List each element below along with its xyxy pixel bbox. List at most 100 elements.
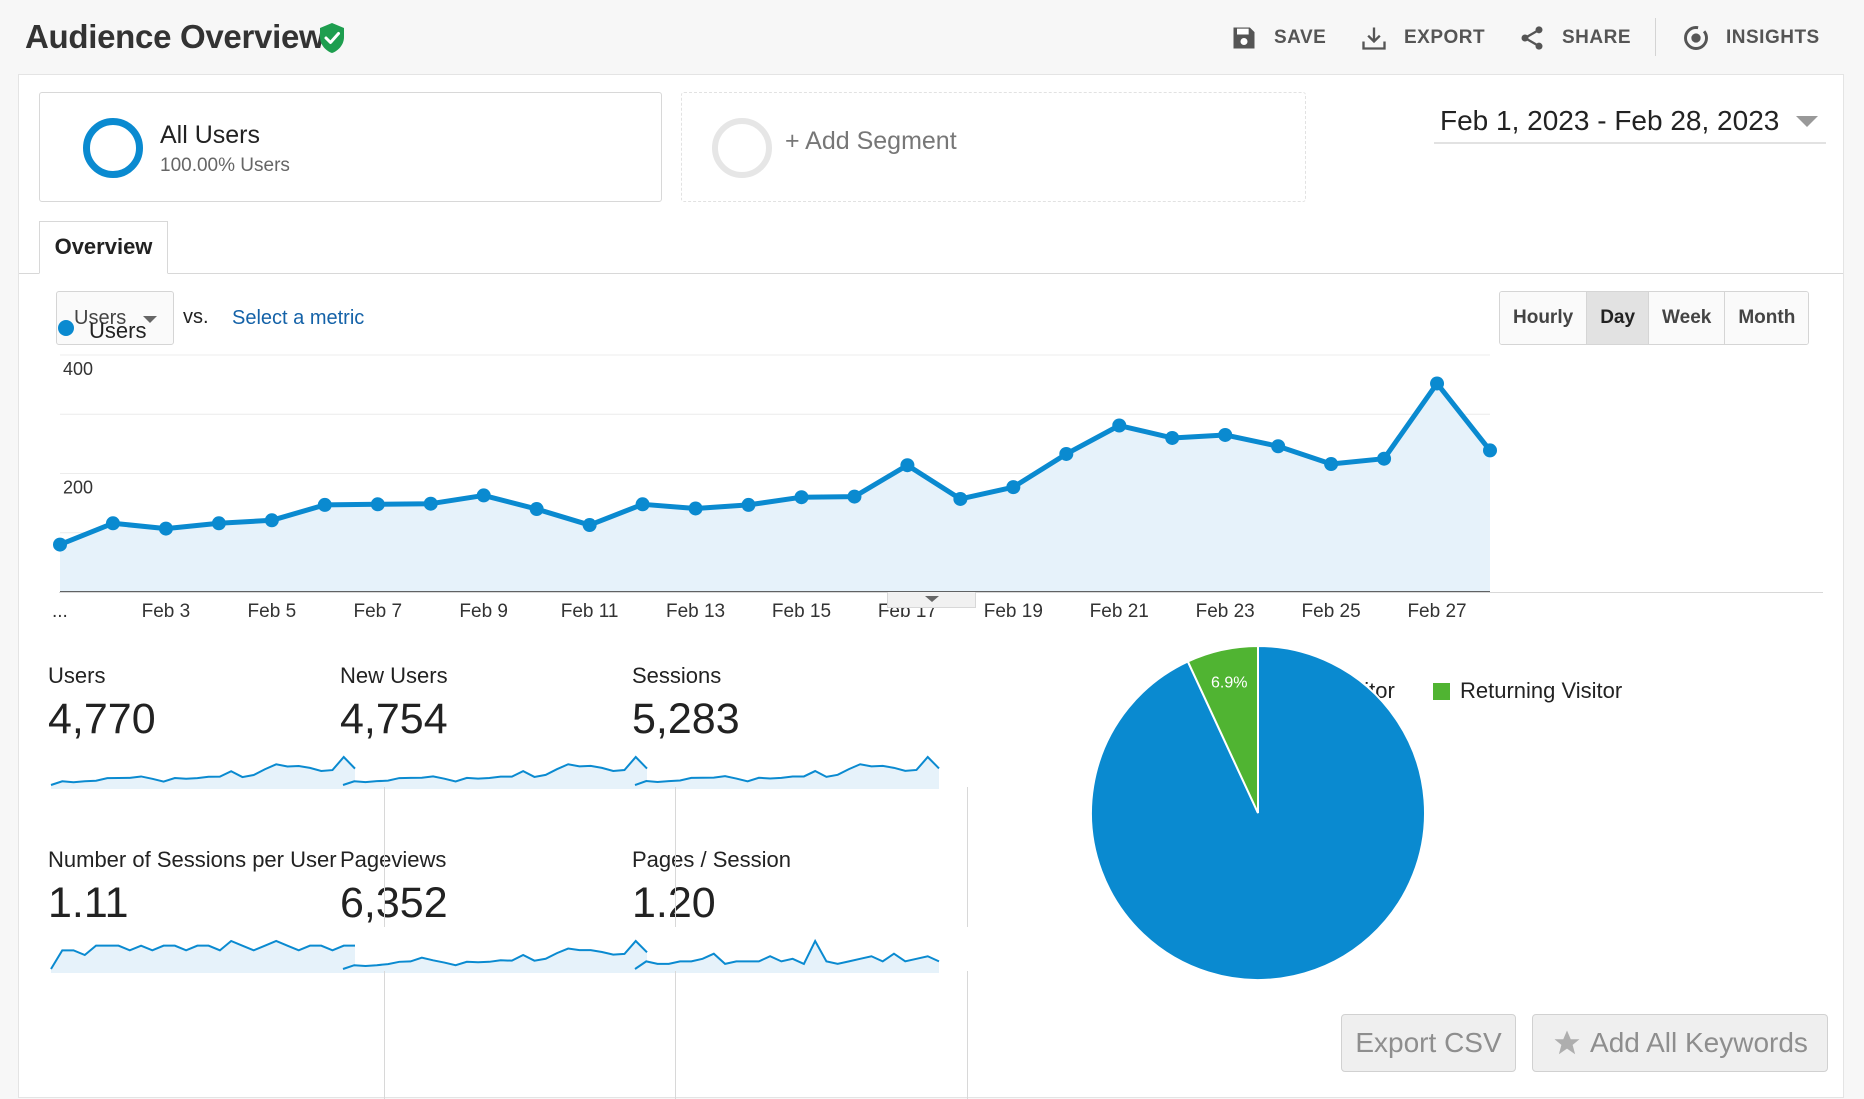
data-point[interactable] bbox=[635, 497, 650, 512]
metric-tile-pages-per-session[interactable]: Pages / Session 1.20 bbox=[632, 847, 962, 987]
share-button[interactable]: SHARE bbox=[1518, 22, 1631, 54]
data-point[interactable] bbox=[529, 502, 544, 517]
sparkline-line bbox=[634, 938, 940, 970]
legend-label-users[interactable]: Users bbox=[89, 318, 147, 343]
tile-divider bbox=[967, 787, 968, 927]
pie-slice[interactable] bbox=[1186, 644, 1259, 814]
save-icon bbox=[1233, 27, 1255, 49]
metric-tile-sessions[interactable]: Sessions 5,283 bbox=[632, 663, 962, 803]
metric-label: Sessions bbox=[632, 663, 722, 688]
tile-divider bbox=[675, 971, 676, 1099]
save-button[interactable]: SAVE bbox=[1230, 22, 1326, 54]
vs-label: vs. bbox=[183, 306, 209, 328]
data-point[interactable] bbox=[158, 521, 173, 536]
add-segment-button[interactable]: + Add Segment bbox=[681, 92, 1306, 202]
sparkline bbox=[50, 939, 355, 973]
sparkline bbox=[634, 755, 940, 789]
data-point[interactable] bbox=[1271, 439, 1286, 454]
data-point[interactable] bbox=[900, 458, 915, 473]
metric-value: 4,770 bbox=[48, 695, 156, 743]
metric-tile-pageviews[interactable]: Pageviews 6,352 bbox=[340, 847, 670, 987]
metric-value: 1.11 bbox=[48, 879, 129, 927]
data-point[interactable] bbox=[105, 516, 120, 531]
insights-button[interactable]: INSIGHTS bbox=[1682, 22, 1820, 54]
sparkline-area bbox=[343, 941, 647, 973]
export-csv-button[interactable]: Export CSV bbox=[1341, 1014, 1516, 1072]
select-metric-link[interactable]: Select a metric bbox=[232, 307, 365, 329]
data-point[interactable] bbox=[1006, 480, 1021, 495]
x-tick-label: Feb 3 bbox=[142, 601, 191, 622]
data-point[interactable] bbox=[423, 496, 438, 511]
add-all-keywords-button[interactable]: Add All Keywords bbox=[1532, 1014, 1828, 1072]
share-icon bbox=[1521, 26, 1543, 50]
sparkline-line bbox=[342, 755, 648, 786]
data-point[interactable] bbox=[1430, 376, 1445, 391]
legend-swatch-users bbox=[58, 320, 74, 336]
export-icon bbox=[1362, 27, 1386, 50]
export-label: EXPORT bbox=[1404, 27, 1486, 48]
data-point[interactable] bbox=[847, 489, 862, 504]
chevron-down-icon bbox=[1796, 116, 1818, 127]
insights-icon bbox=[1684, 26, 1708, 50]
data-point[interactable] bbox=[476, 488, 491, 503]
segment-all-users[interactable]: All Users 100.00% Users bbox=[39, 92, 662, 202]
pie-legend-returning-visitor[interactable]: Returning Visitor bbox=[1433, 678, 1622, 704]
granularity-day[interactable]: Day bbox=[1587, 292, 1650, 344]
data-point[interactable] bbox=[1059, 446, 1074, 461]
data-point[interactable] bbox=[953, 491, 968, 506]
data-point[interactable] bbox=[264, 513, 279, 528]
segment-ring-icon bbox=[83, 118, 143, 178]
chevron-down-icon bbox=[143, 316, 157, 323]
metric-tile-new-users[interactable]: New Users 4,754 bbox=[340, 663, 670, 803]
legend-label: Returning Visitor bbox=[1460, 678, 1623, 703]
data-point[interactable] bbox=[1218, 427, 1233, 442]
page-title: Audience Overview bbox=[25, 18, 325, 55]
data-point[interactable] bbox=[582, 518, 597, 533]
data-point[interactable] bbox=[1112, 418, 1127, 433]
data-point[interactable] bbox=[53, 537, 67, 552]
x-tick-label: Feb 21 bbox=[1090, 601, 1149, 622]
metric-tile-sessions-per-user[interactable]: Number of Sessions per User 1.11 bbox=[48, 847, 378, 987]
report-panel: All Users 100.00% Users + Add Segment Fe… bbox=[18, 74, 1844, 1099]
granularity-hourly[interactable]: Hourly bbox=[1500, 292, 1588, 344]
data-point[interactable] bbox=[1324, 457, 1339, 472]
data-point[interactable] bbox=[741, 497, 756, 512]
metric-label: Users bbox=[48, 663, 106, 688]
metric-select[interactable]: Users bbox=[56, 291, 174, 345]
sparkline-area bbox=[51, 757, 355, 789]
granularity-month[interactable]: Month bbox=[1725, 292, 1809, 344]
tab-overview[interactable]: Overview bbox=[39, 221, 168, 274]
data-point[interactable] bbox=[1377, 451, 1392, 466]
granularity-week[interactable]: Week bbox=[1649, 292, 1726, 344]
save-label: SAVE bbox=[1274, 27, 1327, 48]
segment-name: All Users bbox=[160, 121, 261, 149]
data-point[interactable] bbox=[370, 497, 385, 512]
export-csv-label: Export CSV bbox=[1355, 1027, 1502, 1058]
header-divider bbox=[1655, 18, 1656, 56]
chart-expand-button[interactable] bbox=[887, 592, 976, 608]
pie-data-label: 6.9% bbox=[1211, 675, 1247, 692]
data-point[interactable] bbox=[317, 497, 332, 512]
sparkline bbox=[634, 938, 940, 973]
segment-sub: 100.00% Users bbox=[160, 155, 290, 176]
metric-tile-users[interactable]: Users 4,770 bbox=[48, 663, 378, 803]
add-segment-label: + Add Segment bbox=[785, 127, 957, 155]
y-tick-label: 400 bbox=[63, 359, 93, 379]
data-point[interactable] bbox=[688, 501, 703, 516]
metric-value: 6,352 bbox=[340, 879, 448, 927]
data-point[interactable] bbox=[211, 516, 226, 531]
insights-label: INSIGHTS bbox=[1726, 27, 1820, 48]
data-point[interactable] bbox=[1483, 443, 1497, 458]
tile-divider bbox=[967, 971, 968, 1099]
date-range-picker[interactable]: Feb 1, 2023 - Feb 28, 2023 bbox=[1434, 99, 1826, 144]
tab-divider bbox=[19, 273, 1843, 274]
sparkline-area bbox=[635, 757, 939, 789]
data-point[interactable] bbox=[794, 490, 809, 505]
sparkline-area bbox=[343, 757, 647, 789]
export-button[interactable]: EXPORT bbox=[1360, 22, 1485, 54]
star-icon bbox=[1554, 1030, 1580, 1055]
data-point[interactable] bbox=[1165, 430, 1180, 445]
legend-swatch bbox=[1433, 682, 1450, 700]
sparkline-area bbox=[635, 941, 939, 973]
